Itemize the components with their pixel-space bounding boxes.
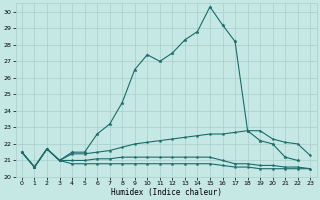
X-axis label: Humidex (Indice chaleur): Humidex (Indice chaleur) xyxy=(111,188,221,197)
